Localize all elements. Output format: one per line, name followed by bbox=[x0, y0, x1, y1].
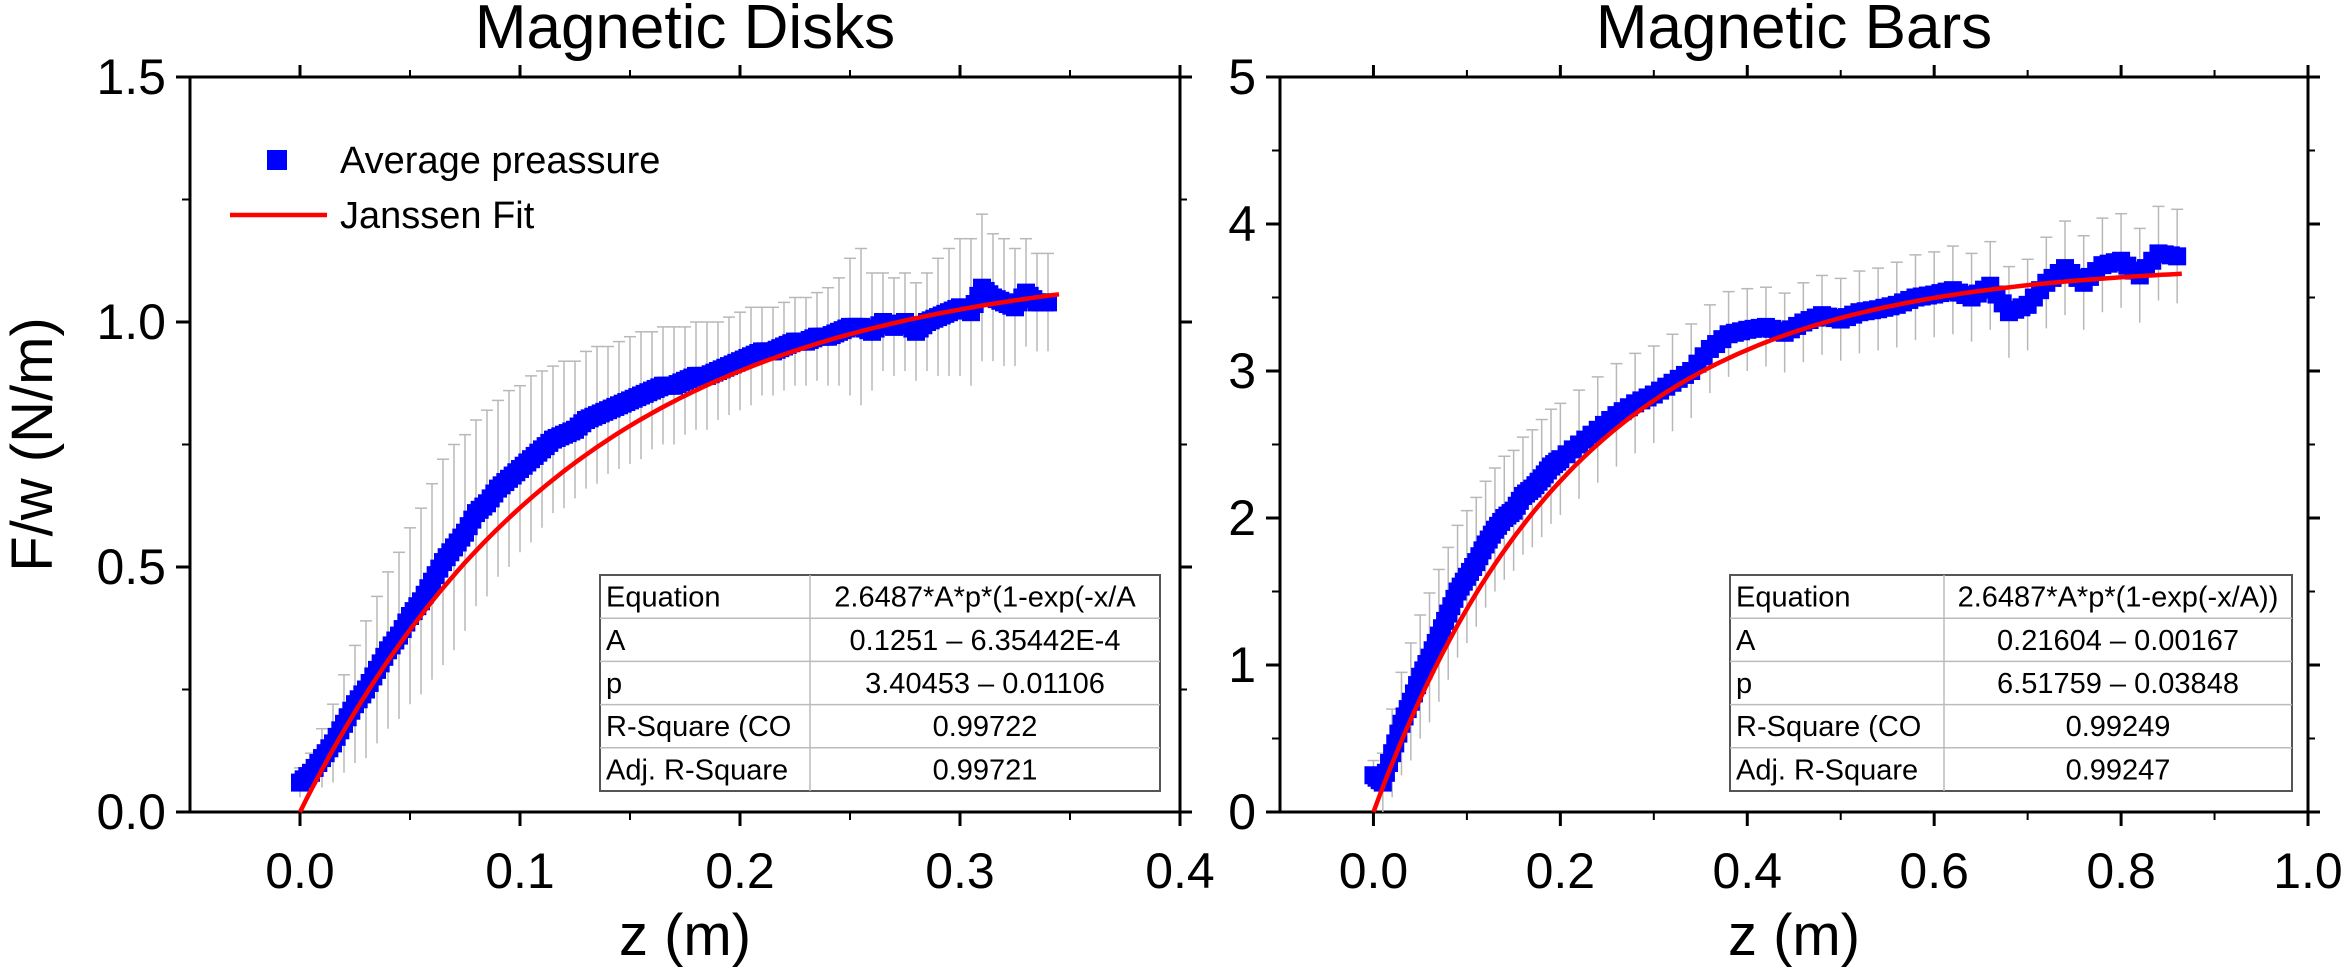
x-tick-label: 0.0 bbox=[265, 843, 335, 899]
stats-key: Adj. R-Square bbox=[606, 754, 788, 786]
x-tick-label: 0.1 bbox=[485, 843, 555, 899]
y-tick-label: 4 bbox=[1228, 196, 1256, 252]
stats-key: p bbox=[1736, 668, 1752, 700]
stats-table-frame bbox=[599, 574, 1161, 792]
legend: Average preassure Janssen Fit bbox=[230, 140, 660, 237]
stats-value: 0.99722 bbox=[933, 711, 1038, 743]
x-axis-label: z (m) bbox=[619, 903, 751, 968]
y-tick-label: 1 bbox=[1228, 637, 1256, 693]
stats-table-frame bbox=[1729, 574, 2293, 792]
stats-table: Equation 2.6487*A*p*(1-exp(-x/A A 0.1251 – … bbox=[599, 574, 1161, 792]
data-point bbox=[2168, 247, 2187, 266]
x-tick-label: 0.8 bbox=[2086, 843, 2156, 899]
stats-key: A bbox=[606, 625, 626, 657]
x-tick-label: 0.0 bbox=[1339, 843, 1409, 899]
y-tick-label: 0.5 bbox=[96, 539, 166, 595]
panel-magnetic-disks: Magnetic Disks 0.0 0.1 0.2 0.3 0.4 0.0 0.5 1.0 1.… bbox=[0, 0, 1215, 968]
stats-key: R-Square (CO bbox=[606, 711, 791, 743]
x-tick-label: 0.3 bbox=[925, 843, 995, 899]
x-axis-label: z (m) bbox=[1728, 903, 1860, 968]
y-tick-label: 3 bbox=[1228, 343, 1256, 399]
panel-magnetic-bars: Magnetic Bars 0.0 0.2 0.4 0.6 0.8 1.0 0 1 2 3 4 5 z (… bbox=[1228, 0, 2343, 968]
y-tick-label: 2 bbox=[1228, 490, 1256, 546]
y-tick-label: 0.0 bbox=[96, 784, 166, 840]
stats-value: 0.1251 – 6.35442E-4 bbox=[850, 625, 1121, 657]
stats-value: 0.99249 bbox=[2066, 711, 2171, 743]
stats-value: 6.51759 – 0.03848 bbox=[1997, 668, 2239, 700]
stats-key: Equation bbox=[606, 582, 721, 614]
x-tick-label: 0.2 bbox=[1526, 843, 1596, 899]
x-tick-label: 0.4 bbox=[1145, 843, 1215, 899]
x-tick-label: 0.6 bbox=[1899, 843, 1969, 899]
stats-value: 3.40453 – 0.01106 bbox=[865, 668, 1105, 700]
stats-key: R-Square (CO bbox=[1736, 711, 1921, 743]
stats-table: Equation 2.6487*A*p*(1-exp(-x/A)) A 0.21604… bbox=[1729, 574, 2293, 792]
stats-key: Adj. R-Square bbox=[1736, 754, 1918, 786]
stats-key: Equation bbox=[1736, 582, 1851, 614]
stats-key: p bbox=[606, 668, 622, 700]
chart-title: Magnetic Disks bbox=[475, 0, 895, 62]
x-tick-label: 0.2 bbox=[705, 843, 775, 899]
stats-value: 2.6487*A*p*(1-exp(-x/A)) bbox=[1958, 582, 2279, 614]
stats-key: A bbox=[1736, 625, 1756, 657]
y-tick-label: 5 bbox=[1228, 49, 1256, 105]
legend-label: Janssen Fit bbox=[340, 195, 535, 237]
y-axis-label: F/w (N/m) bbox=[0, 317, 65, 572]
legend-label: Average preassure bbox=[340, 140, 660, 182]
x-tick-label: 0.4 bbox=[1713, 843, 1783, 899]
janssen-fit-line bbox=[1371, 271, 2182, 813]
y-tick-label: 1.5 bbox=[96, 49, 166, 105]
x-tick-label: 1.0 bbox=[2273, 843, 2343, 899]
y-tick-label: 0 bbox=[1228, 784, 1256, 840]
stats-value: 0.99247 bbox=[2066, 754, 2171, 786]
chart-title: Magnetic Bars bbox=[1596, 0, 1992, 62]
stats-value: 0.99721 bbox=[933, 754, 1038, 786]
stats-value: 2.6487*A*p*(1-exp(-x/A bbox=[834, 582, 1136, 614]
legend-marker-square bbox=[267, 150, 287, 170]
stats-value: 0.21604 – 0.00167 bbox=[1997, 625, 2239, 657]
y-tick-label: 1.0 bbox=[96, 294, 166, 350]
janssen-fit-line bbox=[297, 292, 1060, 814]
